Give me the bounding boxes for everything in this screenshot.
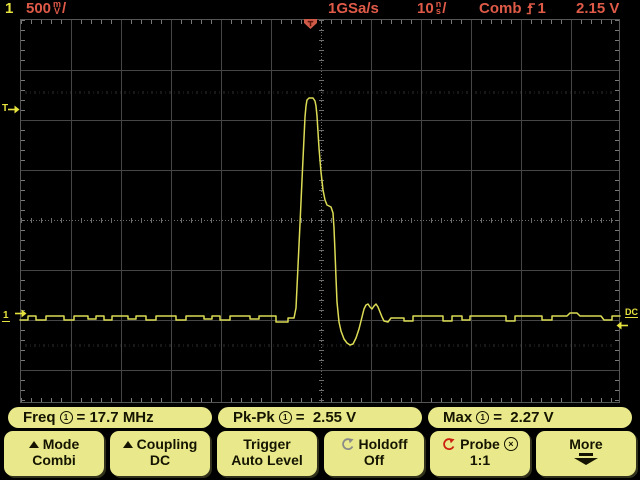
measurement-freq: Freq 1 = 17.7 MHz <box>8 407 212 428</box>
channel-1-circle-icon: 1 <box>59 411 73 424</box>
sample-rate-readout: 1GSa/s <box>328 0 379 17</box>
right-arrow-icon <box>8 105 20 113</box>
grid-vline <box>171 20 172 402</box>
softkey-coupling[interactable]: Coupling DC <box>110 431 210 476</box>
grid-hline <box>21 320 619 321</box>
right-arrow-icon <box>15 309 27 318</box>
softkey-probe[interactable]: Probe × 1:1 <box>430 431 530 476</box>
graticule <box>20 19 620 403</box>
trigger-coupling-marker: DC <box>616 302 638 330</box>
channel-1-circle-icon: 1 <box>278 411 292 424</box>
left-arrow-icon <box>616 321 628 330</box>
grid-vline <box>221 20 222 402</box>
ghost-noise-row-upper <box>25 91 615 94</box>
circled-x-icon: × <box>503 437 518 451</box>
grid-vline <box>571 20 572 402</box>
ghost-noise-row-lower <box>25 344 615 347</box>
softkey-trigger[interactable]: Trigger Auto Level <box>217 431 317 476</box>
softkey-holdoff[interactable]: Holdoff Off <box>324 431 424 476</box>
grid-vline <box>421 20 422 402</box>
grid-vline <box>121 20 122 402</box>
trigger-time-marker-icon <box>304 19 317 29</box>
channel-1-ground-marker: 1 <box>2 305 27 323</box>
channel-1-circle-icon: 1 <box>476 411 490 424</box>
channel-1-badge: 1 <box>5 0 14 17</box>
center-vertical-axis <box>321 20 322 402</box>
measurement-pkpk: Pk-Pk 1 = 2.55 V <box>218 407 422 428</box>
grid-hline <box>21 120 619 121</box>
grid-hline <box>21 270 619 271</box>
grid-hline <box>21 170 619 171</box>
channel-1-trace <box>19 97 621 346</box>
grid-vline <box>71 20 72 402</box>
grid-vline <box>371 20 372 402</box>
grid-vline <box>521 20 522 402</box>
trigger-mode-readout: Comb 1 <box>479 0 546 17</box>
knob-rotate-icon <box>443 438 455 451</box>
measurement-max: Max 1 = 2.27 V <box>428 407 632 428</box>
grid-vline <box>271 20 272 402</box>
arrow-down-icon <box>574 453 598 465</box>
graticule-left-ticks <box>21 20 25 402</box>
grid-vline <box>471 20 472 402</box>
softkey-more[interactable]: More <box>536 431 636 476</box>
rising-edge-icon <box>526 3 535 15</box>
grid-hline <box>21 70 619 71</box>
trigger-level-marker: T <box>2 104 20 114</box>
grid-hline <box>21 370 619 371</box>
graticule-right-ticks <box>615 20 619 402</box>
softkey-mode[interactable]: Mode Combi <box>4 431 104 476</box>
triangle-up-icon <box>122 440 133 448</box>
trigger-level-readout: 2.15 V <box>576 0 620 17</box>
triangle-up-icon <box>28 440 39 448</box>
knob-rotate-icon <box>341 438 354 451</box>
